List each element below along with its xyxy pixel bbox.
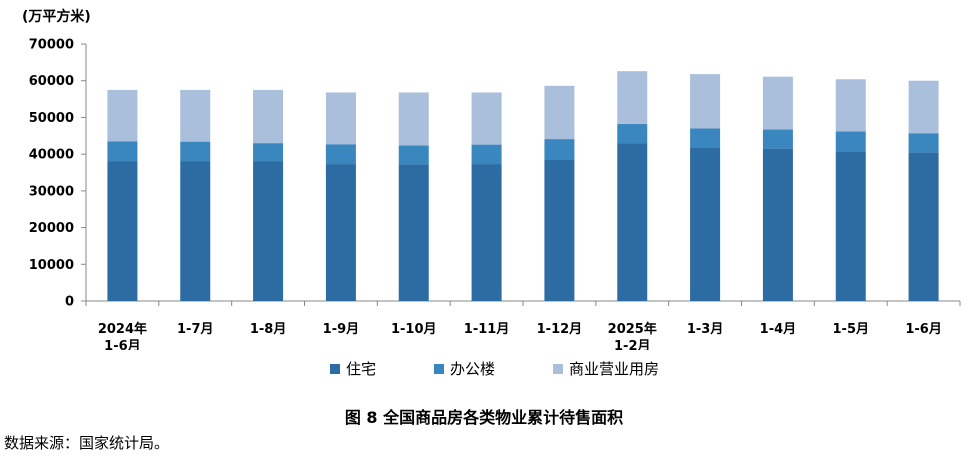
bar-segment-office bbox=[107, 141, 138, 162]
y-unit-label: (万平方米) bbox=[22, 9, 91, 25]
bar-segment-residential bbox=[180, 161, 211, 301]
bar-segment-office bbox=[835, 131, 866, 152]
bar-segment-residential bbox=[762, 148, 793, 301]
x-tick-label: 1-4月 bbox=[760, 322, 797, 337]
x-tick-label: 1-10月 bbox=[391, 322, 437, 337]
stacked-bar-chart: 0 10000 20000 30000 40000 50000 60000 70000 2024… bbox=[29, 38, 961, 350]
bar-segment-residential bbox=[617, 143, 648, 301]
legend: 住宅 办公楼 商业营业用房 bbox=[330, 358, 717, 379]
bar-segment-residential bbox=[544, 159, 575, 301]
x-tick-label: 1-12月 bbox=[537, 322, 583, 337]
bar-segment-commercial bbox=[544, 85, 575, 140]
legend-swatch-office bbox=[434, 363, 445, 374]
x-tick-label: 1-6月 bbox=[905, 322, 942, 337]
x-tick-label: 1-11月 bbox=[464, 322, 510, 337]
bar-segment-commercial bbox=[762, 76, 793, 130]
x-tick-label: 1-8月 bbox=[250, 322, 287, 337]
x-tick-label: 1-2月 bbox=[614, 339, 651, 350]
bar-segment-residential bbox=[325, 164, 356, 301]
x-tick-label: 1-9月 bbox=[323, 322, 360, 337]
bar-segment-office bbox=[325, 144, 356, 165]
y-tick-label: 0 bbox=[65, 295, 74, 310]
bar-segment-residential bbox=[398, 164, 429, 301]
legend-label-commercial: 商业营业用房 bbox=[569, 360, 660, 378]
bar-segment-commercial bbox=[835, 79, 866, 132]
legend-label-residential: 住宅 bbox=[346, 360, 377, 378]
bar-segment-office bbox=[471, 144, 502, 165]
legend-label-office: 办公楼 bbox=[450, 360, 496, 378]
bar-segment-residential bbox=[835, 151, 866, 301]
y-tick-label: 50000 bbox=[29, 111, 74, 126]
bar-segment-commercial bbox=[398, 92, 429, 146]
bar-segment-commercial bbox=[471, 92, 502, 145]
bar-segment-commercial bbox=[617, 71, 648, 125]
legend-item-commercial: 商业营业用房 bbox=[553, 358, 659, 379]
x-tick-label: 1-7月 bbox=[177, 322, 214, 337]
y-tick-label: 30000 bbox=[29, 184, 74, 199]
y-tick-label: 40000 bbox=[29, 148, 74, 163]
bar-segment-commercial bbox=[325, 92, 356, 145]
x-tick-label: 1-3月 bbox=[687, 322, 724, 337]
x-tick-label: 2024年 bbox=[98, 321, 147, 337]
legend-swatch-commercial bbox=[553, 363, 564, 374]
bar-segment-residential bbox=[471, 164, 502, 301]
x-tick-label: 1-5月 bbox=[833, 322, 870, 337]
bar-segment-office bbox=[398, 145, 429, 165]
bar-segment-residential bbox=[908, 152, 939, 301]
bar-segment-residential bbox=[690, 147, 721, 301]
bar-segment-commercial bbox=[908, 80, 939, 134]
y-tick-label: 20000 bbox=[29, 221, 74, 236]
bar-segment-office bbox=[617, 124, 648, 144]
y-tick-label: 70000 bbox=[29, 38, 74, 53]
chart-title: 图 8 全国商品房各类物业累计待售面积 bbox=[344, 408, 624, 427]
bar-segment-commercial bbox=[107, 89, 138, 142]
bar-segment-office bbox=[180, 141, 211, 162]
data-source: 数据来源：国家统计局。 bbox=[4, 434, 170, 452]
bar-segment-commercial bbox=[180, 89, 211, 142]
legend-item-office: 办公楼 bbox=[434, 358, 495, 379]
bar-segment-commercial bbox=[253, 89, 284, 144]
bar-segment-office bbox=[762, 129, 793, 149]
y-tick-label: 10000 bbox=[29, 258, 74, 273]
legend-swatch-residential bbox=[330, 363, 340, 374]
x-tick-label: 1-6月 bbox=[104, 339, 141, 350]
bar-segment-commercial bbox=[690, 74, 721, 129]
bar-segment-office bbox=[908, 133, 939, 153]
x-tick-label: 2025年 bbox=[608, 321, 657, 337]
bar-segment-office bbox=[690, 128, 721, 148]
bar-segment-office bbox=[253, 143, 284, 162]
legend-item-residential: 住宅 bbox=[330, 358, 376, 379]
bar-segment-office bbox=[544, 139, 575, 160]
bar-segment-residential bbox=[253, 161, 284, 301]
bar-segment-residential bbox=[107, 161, 138, 301]
y-tick-label: 60000 bbox=[29, 74, 74, 89]
